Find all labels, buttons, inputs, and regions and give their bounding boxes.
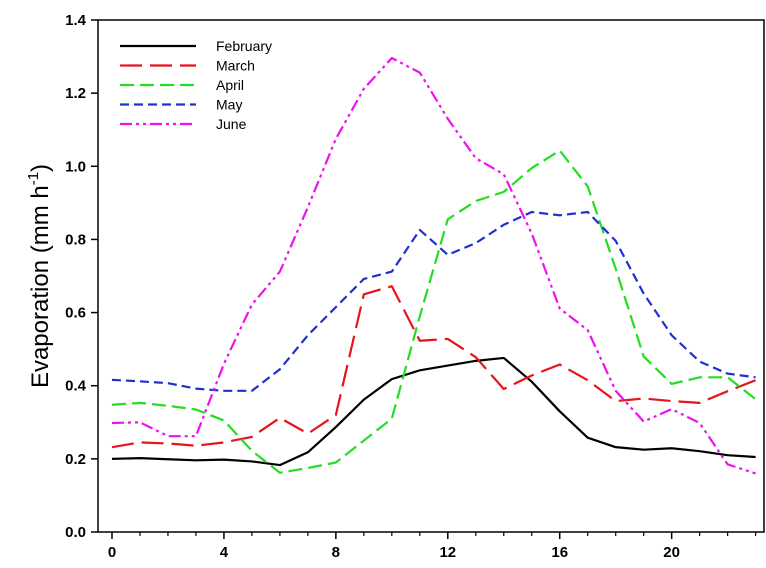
legend-label-april: April (216, 77, 244, 93)
legend-label-may: May (216, 97, 242, 113)
series-line-may (111, 210, 756, 392)
legend-label-june: June (216, 116, 247, 132)
x-tick-label: 8 (332, 544, 340, 561)
series-layer (111, 56, 757, 475)
y-axis-title: Evaporation (mm h-1) (25, 164, 54, 388)
x-tick-label: 0 (108, 544, 116, 561)
y-axis-title-suffix: ) (27, 164, 54, 172)
series-line-march (111, 285, 757, 449)
plot-frame (97, 19, 765, 533)
x-tick-label: 16 (551, 544, 568, 561)
legend-label-february: February (216, 38, 272, 54)
series-line-february (111, 356, 756, 467)
x-tick-label: 12 (439, 544, 456, 561)
legend-label-march: March (216, 58, 255, 74)
legend: February March April May June (120, 38, 272, 132)
y-tick-label: 0.2 (65, 451, 86, 468)
x-tick-label: 20 (663, 544, 680, 561)
y-tick-label: 1.2 (65, 85, 86, 102)
series-line-june (111, 56, 756, 475)
series-line-april (111, 149, 757, 474)
y-tick-label: 1.0 (65, 158, 86, 175)
y-tick-label: 1.4 (65, 12, 87, 29)
y-tick-label: 0.8 (65, 231, 86, 248)
y-axis-title-superscript: -1 (25, 172, 42, 185)
axes-layer: 0.0 0.2 0.4 0.6 0.8 1.0 1.2 1.4 0 4 8 12 16 20 (65, 12, 765, 561)
y-axis-title-text: Evaporation (mm h (27, 185, 54, 388)
y-tick-label: 0.0 (65, 524, 86, 541)
y-tick-label: 0.6 (65, 305, 86, 322)
y-tick-label: 0.4 (65, 378, 87, 395)
x-tick-label: 4 (220, 544, 229, 561)
